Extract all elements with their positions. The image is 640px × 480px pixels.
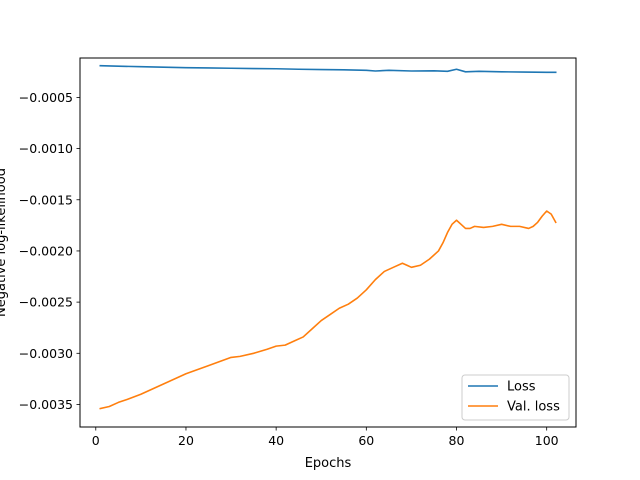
- y-tick-label: −0.0020: [19, 243, 73, 258]
- x-tick-label: 20: [178, 433, 194, 448]
- y-tick-label: −0.0010: [19, 141, 73, 156]
- y-tick-label: −0.0025: [19, 295, 73, 310]
- series-line-val-loss: [99, 210, 557, 410]
- series-line-loss: [99, 64, 557, 74]
- x-tick-label: 0: [92, 433, 100, 448]
- y-tick-label: −0.0035: [19, 397, 73, 412]
- y-tick-label: −0.0015: [19, 192, 73, 207]
- legend-label-loss: Loss: [507, 380, 536, 395]
- y-tick-label: −0.0005: [19, 90, 73, 105]
- series-layer: [99, 64, 557, 410]
- y-tick-label: −0.0030: [19, 346, 73, 361]
- x-axis-label: Epochs: [305, 456, 352, 471]
- axes-frame: [79, 57, 577, 428]
- legend-label-val-loss: Val. loss: [507, 400, 560, 415]
- plot-area: [80, 58, 576, 427]
- x-tick-label: 40: [268, 433, 284, 448]
- y-axis-label: Negative log-likelihood: [0, 168, 9, 317]
- axes-layer: 0 20 40 60 80 100 −0.0035 −0.0030 −0.0025 −0.0020…: [19, 57, 577, 448]
- x-tick-label: 60: [358, 433, 374, 448]
- legend: Loss Val. loss: [461, 374, 570, 421]
- x-tick-label: 80: [449, 433, 465, 448]
- x-tick-label: 100: [535, 433, 559, 448]
